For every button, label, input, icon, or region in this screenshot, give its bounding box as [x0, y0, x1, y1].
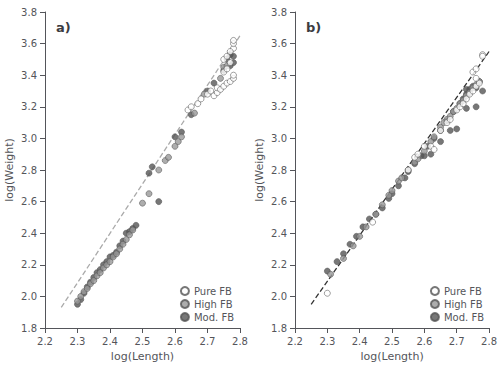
svg-text:2.4: 2.4 [21, 228, 37, 239]
svg-text:2.8: 2.8 [271, 165, 287, 176]
svg-text:2.5: 2.5 [135, 336, 151, 347]
svg-text:3.4: 3.4 [271, 70, 287, 81]
svg-text:3.6: 3.6 [21, 38, 37, 49]
svg-text:2.6: 2.6 [167, 336, 183, 347]
svg-text:Mod. FB: Mod. FB [444, 312, 484, 323]
svg-text:2.2: 2.2 [37, 336, 53, 347]
svg-text:High FB: High FB [194, 299, 233, 310]
svg-text:b): b) [306, 20, 321, 35]
svg-text:log(Weight): log(Weight) [253, 138, 266, 202]
svg-text:Pure FB: Pure FB [194, 286, 232, 297]
svg-text:2.4: 2.4 [102, 336, 118, 347]
svg-text:3.2: 3.2 [21, 101, 37, 112]
svg-text:3.8: 3.8 [21, 7, 37, 18]
svg-text:2.3: 2.3 [319, 336, 335, 347]
svg-text:1.8: 1.8 [21, 323, 37, 334]
svg-text:2.0: 2.0 [21, 291, 37, 302]
svg-text:2.2: 2.2 [271, 259, 287, 270]
svg-text:3.0: 3.0 [271, 133, 287, 144]
svg-text:2.7: 2.7 [449, 336, 465, 347]
svg-text:1.8: 1.8 [271, 323, 287, 334]
svg-text:2.3: 2.3 [70, 336, 86, 347]
svg-text:2.8: 2.8 [481, 336, 497, 347]
svg-text:log(Length): log(Length) [360, 350, 423, 363]
svg-text:log(Length): log(Length) [111, 350, 174, 363]
svg-text:3.8: 3.8 [271, 7, 287, 18]
svg-text:2.7: 2.7 [200, 336, 216, 347]
svg-text:2.2: 2.2 [21, 259, 37, 270]
svg-text:2.6: 2.6 [416, 336, 432, 347]
svg-text:2.6: 2.6 [21, 196, 37, 207]
svg-text:2.0: 2.0 [271, 291, 287, 302]
svg-text:2.6: 2.6 [271, 196, 287, 207]
svg-text:2.8: 2.8 [21, 165, 37, 176]
svg-text:High FB: High FB [444, 299, 483, 310]
svg-text:3.4: 3.4 [21, 70, 37, 81]
svg-text:2.5: 2.5 [384, 336, 400, 347]
svg-text:3.0: 3.0 [21, 133, 37, 144]
svg-text:a): a) [56, 20, 71, 35]
svg-text:3.2: 3.2 [271, 101, 287, 112]
svg-text:3.6: 3.6 [271, 38, 287, 49]
svg-text:2.4: 2.4 [352, 336, 368, 347]
svg-text:2.4: 2.4 [271, 228, 287, 239]
svg-text:Pure FB: Pure FB [444, 286, 482, 297]
svg-text:2.8: 2.8 [232, 336, 248, 347]
svg-text:log(Weight): log(Weight) [3, 138, 16, 202]
svg-text:Mod. FB: Mod. FB [194, 312, 234, 323]
svg-text:2.2: 2.2 [287, 336, 303, 347]
